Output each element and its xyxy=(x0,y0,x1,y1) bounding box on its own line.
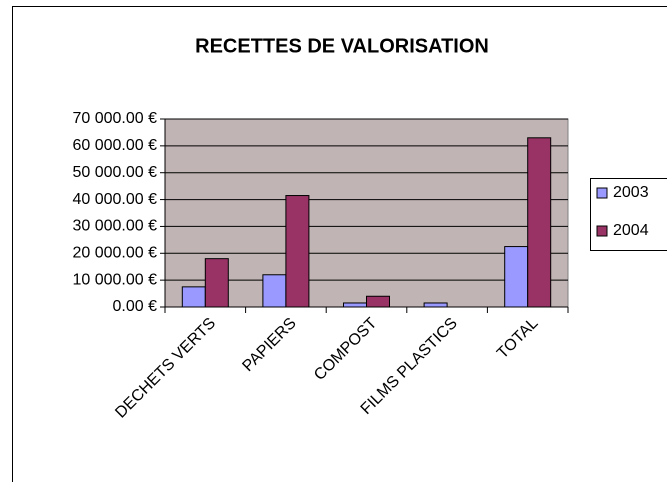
bar xyxy=(527,137,552,308)
y-tick-label: 30 000.00 € xyxy=(72,218,157,235)
bar xyxy=(181,286,206,308)
bar xyxy=(366,295,390,308)
legend-swatch xyxy=(596,225,608,237)
legend-swatch xyxy=(596,187,608,199)
y-tick-label: 20 000.00 € xyxy=(72,245,157,262)
y-tick-label: 10 000.00 € xyxy=(72,271,157,288)
bar xyxy=(343,302,367,308)
bar xyxy=(423,302,448,308)
plot-area xyxy=(164,118,569,308)
y-tick-label: 60 000.00 € xyxy=(72,137,157,154)
bar xyxy=(504,246,529,308)
bar xyxy=(204,258,229,308)
y-tick-label: 40 000.00 € xyxy=(72,191,157,208)
bar xyxy=(285,195,310,308)
y-tick-label: 50 000.00 € xyxy=(72,164,157,181)
y-tick-label: 70 000.00 € xyxy=(72,110,157,127)
chart-title: RECETTES DE VALORISATION xyxy=(195,35,489,57)
y-tick-label: 0.00 € xyxy=(113,298,158,315)
bar xyxy=(262,274,287,308)
legend-label: 2004 xyxy=(613,222,649,239)
legend-label: 2003 xyxy=(613,184,649,201)
